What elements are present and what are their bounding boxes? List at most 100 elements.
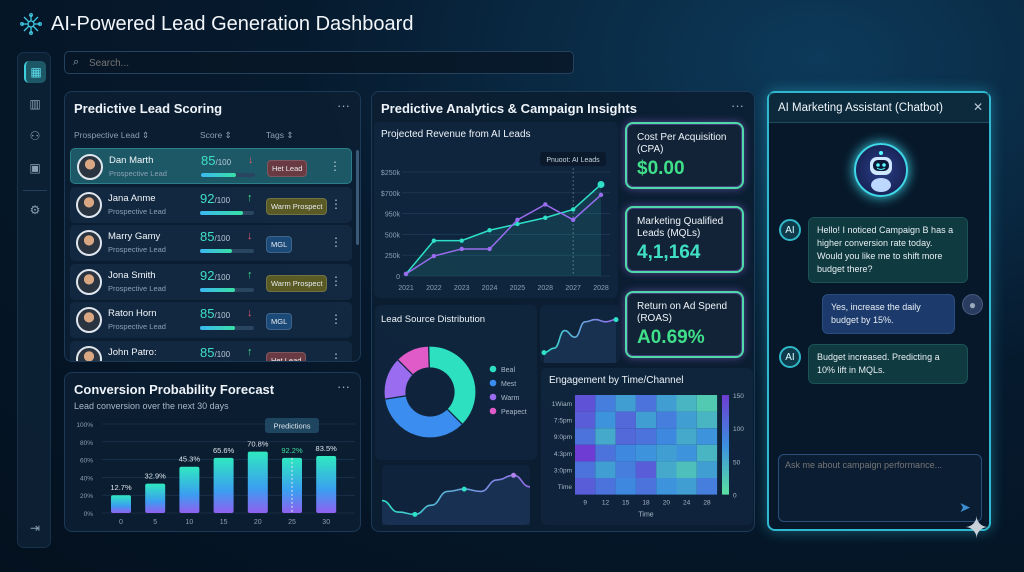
- score-progress-bar: [201, 173, 255, 177]
- logout-button[interactable]: ⇥: [24, 517, 46, 539]
- data-point: [597, 180, 605, 188]
- arrow-up-icon: ↑: [247, 268, 253, 281]
- sidebar-item-analytics[interactable]: ▥: [24, 93, 46, 115]
- more-options-icon[interactable]: ···: [337, 98, 350, 113]
- data-point: [487, 246, 492, 252]
- series-line: [405, 183, 602, 275]
- score-value: 92: [200, 267, 215, 283]
- tooltip-text: Predictions: [273, 422, 310, 431]
- more-options-icon[interactable]: ···: [731, 98, 744, 113]
- heatmap-chart: 1Wiam 7:5pm 9:0pm 4:3pm 3:0pm Time 9 12 15 18 20 24…: [552, 393, 744, 519]
- robot-avatar: [854, 143, 908, 197]
- bar: [316, 456, 337, 513]
- chat-input-box[interactable]: ➤: [778, 454, 982, 522]
- lead-subtitle: Prospective Lead: [108, 283, 166, 293]
- close-icon[interactable]: ✕: [973, 100, 984, 114]
- kpi-card: Cost Per Acquisition (CPA) $0.00: [625, 122, 744, 189]
- sidebar-item-dashboard[interactable]: ▦: [24, 61, 46, 83]
- x-tick-label: 30: [322, 519, 330, 526]
- heatmap-cell: [676, 411, 697, 429]
- avatar: [76, 307, 102, 333]
- tooltip-box: [540, 152, 606, 166]
- lead-row[interactable]: Marry Gamy Prospective Lead 85/100 ↓ MGL…: [70, 225, 352, 261]
- x-tick-label: 12: [602, 500, 610, 507]
- ai-avatar: AI: [779, 219, 801, 241]
- score-max: /100: [214, 195, 231, 205]
- chatbot-title: AI Marketing Assistant (Chatbot): [778, 102, 943, 114]
- data-point: [431, 253, 437, 259]
- lead-score: 85/100: [200, 229, 230, 244]
- row-menu-icon[interactable]: ⋮: [330, 235, 342, 249]
- x-tick-label: 20: [254, 519, 262, 526]
- score-value: 85: [200, 306, 215, 321]
- kpi-label: Cost Per Acquisition (CPA): [637, 132, 727, 155]
- y-tick-label: 0: [396, 274, 400, 281]
- kpi-value: A0.69%: [637, 327, 705, 348]
- heatmap-cell: [676, 395, 697, 412]
- lead-row[interactable]: Dan Marth Prospective Lead 85/100 ↓ Het …: [70, 148, 352, 184]
- kpi-value: $0.00: [637, 158, 685, 179]
- sidebar-item-settings[interactable]: ⚙: [24, 199, 46, 221]
- data-label: 45.3%: [179, 455, 201, 464]
- row-menu-icon[interactable]: ⋮: [330, 273, 342, 288]
- avatar: [76, 191, 102, 218]
- bar-chart-icon: ▥: [29, 97, 41, 111]
- data-point: [570, 207, 576, 212]
- data-point: [541, 350, 547, 356]
- heatmap-cell: [696, 411, 718, 429]
- row-menu-icon[interactable]: ⋮: [330, 312, 342, 326]
- heatmap-cell: [696, 395, 718, 412]
- heatmap-card: Engagement by Time/Channel 1Wiam 7:5pm 9:0…: [541, 368, 753, 525]
- lead-row[interactable]: Jana Anme Prospective Lead 92/100 ↑ Warm…: [70, 186, 352, 223]
- row-menu-icon[interactable]: ⋮: [329, 159, 341, 173]
- x-tick-label: 28: [703, 500, 711, 507]
- donut-slice: [427, 345, 477, 426]
- arrow-up-icon: ↑: [247, 345, 253, 358]
- colorbar-tick-label: 150: [733, 393, 744, 400]
- heatmap-cell: [635, 395, 657, 412]
- legend-swatch: [489, 393, 497, 401]
- data-point: [543, 215, 548, 220]
- robot-icon: [870, 151, 892, 192]
- row-menu-icon[interactable]: ⋮: [330, 196, 342, 211]
- sidebar-item-users[interactable]: ⚇: [24, 125, 46, 147]
- column-header-tags[interactable]: Tags ⇕: [266, 130, 294, 140]
- more-options-icon[interactable]: ···: [337, 379, 350, 394]
- column-header-score[interactable]: Score ⇕: [200, 130, 232, 140]
- send-button[interactable]: ➤: [959, 499, 971, 516]
- heatmap-cell: [676, 478, 697, 495]
- search-bar[interactable]: ⌕: [64, 51, 574, 74]
- row-menu-icon[interactable]: ⋮: [330, 350, 342, 362]
- sidebar-item-documents[interactable]: ▣: [24, 157, 46, 179]
- heatmap-cell: [575, 428, 596, 445]
- lead-row[interactable]: Raton Horn Prospective Lead 85/100 ↓ MGL…: [70, 302, 352, 338]
- y-tick-label: 80%: [80, 440, 93, 447]
- heatmap-cell: [595, 461, 616, 478]
- data-point: [403, 271, 409, 277]
- x-tick-label: 25: [288, 519, 296, 526]
- heatmap-cell: [615, 461, 636, 478]
- heatmap-cell: [656, 444, 677, 462]
- lead-tag: MGL: [266, 236, 293, 253]
- heatmap-cell: [575, 444, 596, 462]
- page-title: AI-Powered Lead Generation Dashboard: [51, 13, 414, 35]
- data-label: 70.8%: [247, 440, 269, 449]
- chat-input[interactable]: [785, 460, 975, 500]
- scrollbar[interactable]: [356, 150, 359, 245]
- column-header-lead[interactable]: Prospective Lead ⇕: [74, 130, 150, 140]
- kpi-label: Marketing Qualified Leads (MQLs): [637, 216, 724, 239]
- x-tick-label: 9: [583, 500, 587, 507]
- y-tick-label: 0%: [84, 511, 94, 518]
- arrow-down-icon: ↓: [247, 230, 253, 242]
- lead-row[interactable]: Jona Smith Prospective Lead 92/100 ↑ War…: [70, 263, 352, 300]
- revenue-line-chart: 0 250k 500k 950k $700k $250k 2021 2022 2023 2024 2…: [381, 152, 610, 292]
- panel-subtitle: Lead conversion over the next 30 days: [74, 401, 229, 411]
- lead-score: 92/100: [200, 191, 230, 206]
- lead-row[interactable]: John Patro: Prospective Lead 85/100 ↑ He…: [70, 340, 352, 362]
- y-tick-label: 4:3pm: [554, 451, 572, 458]
- heatmap-cell: [575, 411, 596, 429]
- x-tick-label: 10: [186, 519, 194, 526]
- heatmap-cell: [635, 461, 657, 478]
- data-label: 12.7%: [110, 483, 132, 492]
- search-input[interactable]: [89, 55, 559, 71]
